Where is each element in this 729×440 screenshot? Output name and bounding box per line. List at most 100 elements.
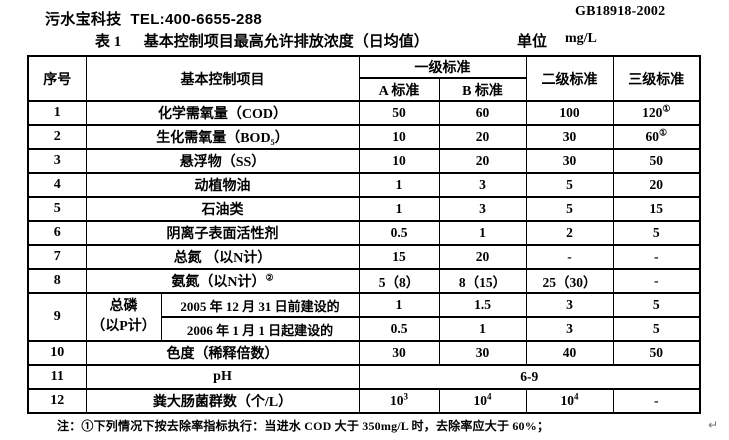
cell-level2: 30 xyxy=(525,124,614,150)
cell-a: 15 xyxy=(358,244,440,270)
cell-a: 10 xyxy=(358,148,440,174)
table-row: 1 化学需氧量（COD） 50 60 100 120① xyxy=(27,100,701,126)
header-level2: 二级标准 xyxy=(525,55,614,102)
cell-level3: 60① xyxy=(612,124,701,150)
cell-serial: 10 xyxy=(27,340,87,366)
cell-b: 8（15） xyxy=(438,268,527,294)
cell-item: 悬浮物（SS） xyxy=(85,148,360,174)
table-row: 8 氨氮（以N计）② 5（8） 8（15） 25（30） - xyxy=(27,268,701,294)
cell-serial: 5 xyxy=(27,196,87,222)
cell-item: 阴离子表面活性剂 xyxy=(85,220,360,246)
cell-b: 60 xyxy=(438,100,527,126)
cell-level3: - xyxy=(612,268,701,294)
cell-a: 5（8） xyxy=(358,268,440,294)
table-row-tp-1: 9 总磷 （以P计） 2005 年 12 月 31 日前建设的 1 1.5 3 … xyxy=(27,292,701,342)
cell-level3: - xyxy=(612,244,701,270)
cell-level2: - xyxy=(525,244,614,270)
cell-b: 104 xyxy=(438,388,527,414)
table-row: 7 总氮 （以N计） 15 20 - - xyxy=(27,244,701,270)
cell-level2: 5 xyxy=(525,172,614,198)
cell-level2: 100 xyxy=(525,100,614,126)
header-level1: 一级标准 xyxy=(358,55,527,79)
standard-code: GB18918-2002 xyxy=(575,4,666,19)
note-ref-icon: ② xyxy=(265,272,274,283)
cell-a: 50 xyxy=(358,100,440,126)
cell-level3: 50 xyxy=(612,340,701,366)
tp-line1: 总磷 xyxy=(109,298,138,314)
cell-level2: 2 xyxy=(525,220,614,246)
cell-item: 色度（稀释倍数） xyxy=(85,340,360,366)
cell-a: 10 xyxy=(358,124,440,150)
table-row: 3 悬浮物（SS） 10 20 30 50 xyxy=(27,148,701,174)
cell-level2: 25（30） xyxy=(525,268,614,294)
cell-a: 1 xyxy=(358,172,440,198)
cell-level3: 5 xyxy=(612,316,701,342)
cell-b: 1 xyxy=(438,220,527,246)
cell-item: 总氮 （以N计） xyxy=(85,244,360,270)
cell-item-total-phosphorus: 总磷 （以P计） xyxy=(85,292,162,342)
cell-b: 30 xyxy=(438,340,527,366)
header-level3: 三级标准 xyxy=(612,55,701,102)
cell-level3: 5 xyxy=(612,220,701,246)
emission-limits-table: 序号 基本控制项目 一级标准 二级标准 三级标准 A 标准 B 标准 1 化学需… xyxy=(27,55,701,414)
cell-level3: 5 xyxy=(612,292,701,318)
note-ref-icon: ① xyxy=(662,103,671,114)
table-row-tp-2: 2006 年 1 月 1 日起建设的 0.5 1 3 5 xyxy=(28,316,701,342)
cell-level3: - xyxy=(612,388,701,414)
cell-item: pH xyxy=(85,364,360,390)
paragraph-return-icon: ↵ xyxy=(708,418,719,432)
table-row: 2 生化需氧量（BOD₅） 10 20 30 60① xyxy=(27,124,701,150)
unit-label: 单位 xyxy=(517,34,548,50)
cell-b: 20 xyxy=(438,124,527,150)
cell-item: 氨氮（以N计）② xyxy=(85,268,360,294)
cell-a: 1 xyxy=(358,196,440,222)
table-row: 12 粪大肠菌群数（个/L） 103 104 104 - xyxy=(27,388,701,414)
exponent: 4 xyxy=(487,391,492,402)
cell-level2: 3 xyxy=(525,292,614,318)
cell-ph-range: 6-9 xyxy=(358,364,701,390)
cell-level3: 15 xyxy=(612,196,701,222)
cell-b: 20 xyxy=(438,244,527,270)
cell-a: 1 xyxy=(358,292,440,318)
table-row: 6 阴离子表面活性剂 0.5 1 2 5 xyxy=(27,220,701,246)
header-serial: 序号 xyxy=(27,55,87,102)
cell-a: 103 xyxy=(358,388,440,414)
cell-serial: 8 xyxy=(27,268,87,294)
table-row: 10 色度（稀释倍数） 30 30 40 50 xyxy=(27,340,701,366)
cell-b: 1.5 xyxy=(438,292,527,318)
header-level1a: A 标准 xyxy=(358,77,440,102)
note-ref-icon: ① xyxy=(658,127,668,138)
cell-condition: 2006 年 1 月 1 日起建设的 xyxy=(160,316,360,342)
cell-item: 粪大肠菌群数（个/L） xyxy=(85,388,360,414)
cell-b: 20 xyxy=(438,148,527,174)
exponent: 3 xyxy=(403,391,409,402)
cell-serial: 7 xyxy=(27,244,87,270)
vendor-contact-text: 污水宝科技 TEL:400-6655-288 xyxy=(45,11,262,28)
cell-level3: 20 xyxy=(612,172,701,198)
cell-item: 石油类 xyxy=(85,196,360,222)
cell-serial: 12 xyxy=(27,388,87,414)
table-row-ph: 11 pH 6-9 xyxy=(27,364,701,390)
cell-level2: 5 xyxy=(525,196,614,222)
caption-row: 表 1 基本控制项目最高允许排放浓度（日均值） 单位 mg/L xyxy=(0,30,729,50)
cell-level2: 40 xyxy=(525,340,614,366)
cell-condition: 2005 年 12 月 31 日前建设的 xyxy=(160,292,360,318)
cell-b: 1 xyxy=(438,316,527,342)
cell-level2: 30 xyxy=(525,148,614,174)
cell-serial: 4 xyxy=(27,172,87,198)
cell-level3: 50 xyxy=(612,148,701,174)
cell-a: 0.5 xyxy=(358,220,440,246)
table-caption: 表 1 基本控制项目最高允许排放浓度（日均值） xyxy=(95,34,429,50)
cell-serial: 2 xyxy=(27,124,87,150)
cell-item: 生化需氧量（BOD₅） xyxy=(85,124,360,150)
cell-serial: 3 xyxy=(27,148,87,174)
cell-serial: 1 xyxy=(27,100,87,126)
cell-level2: 104 xyxy=(525,388,614,414)
cell-a: 0.5 xyxy=(358,316,440,342)
cell-a: 30 xyxy=(358,340,440,366)
tp-line2: （以P计） xyxy=(91,319,156,334)
table-row: 5 石油类 1 3 5 15 xyxy=(27,196,701,222)
footnote: 注：①下列情况下按去除率指标执行：当进水 COD 大于 350mg/L 时，去除… xyxy=(57,419,550,433)
cell-serial: 11 xyxy=(27,364,87,390)
